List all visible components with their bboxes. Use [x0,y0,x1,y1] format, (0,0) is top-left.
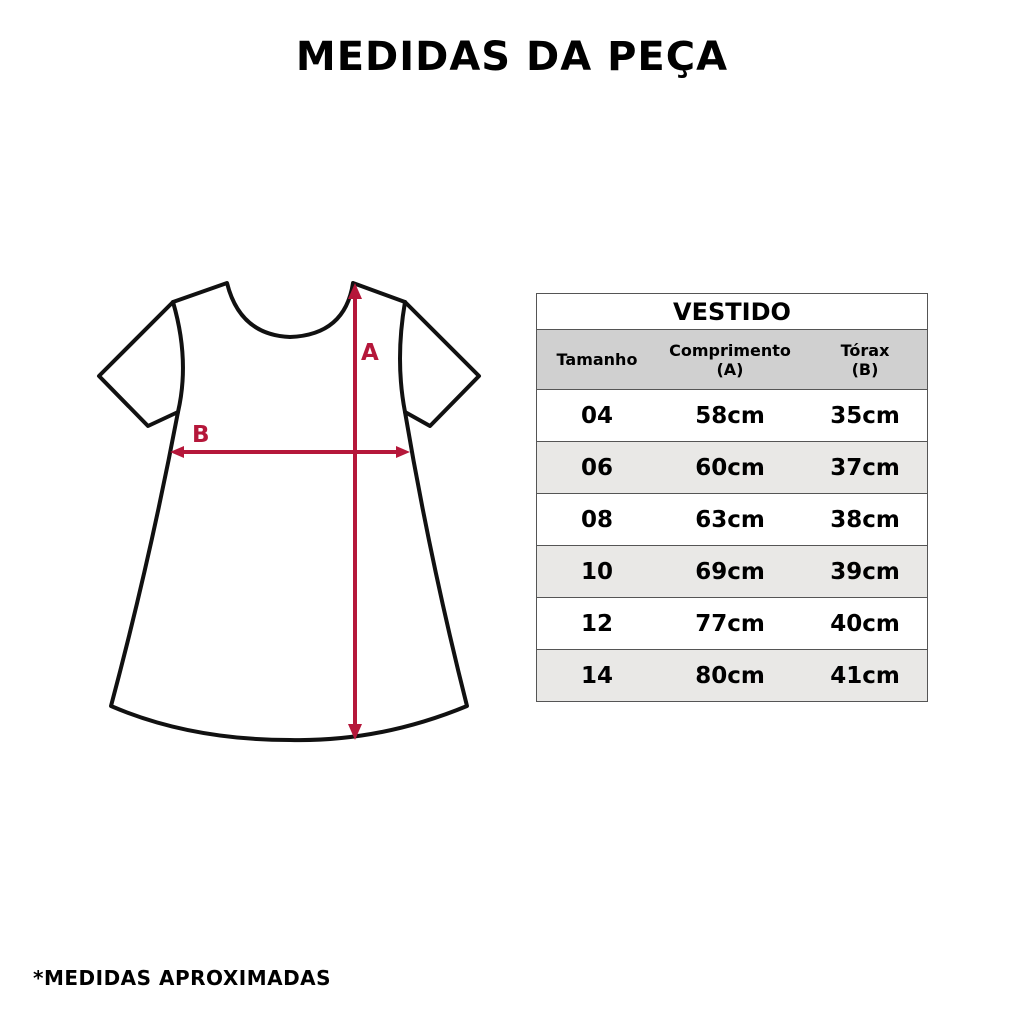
cell-size: 08 [536,493,657,546]
header-label: Tórax [840,340,890,360]
header-sub: (B) [851,359,879,379]
cell-size: 10 [536,545,657,598]
table-row: 10 69cm 39cm [536,545,928,598]
cell-length: 80cm [657,649,803,702]
cell-length: 63cm [657,493,803,546]
cell-size: 12 [536,597,657,650]
arrow-head-left [170,446,184,458]
header-label: Comprimento [669,340,791,360]
arrow-head-right [396,446,410,458]
table-row: 12 77cm 40cm [536,597,928,650]
cell-length: 60cm [657,441,803,494]
label-a: A [361,340,379,366]
cell-chest: 38cm [803,493,928,546]
header-length: Comprimento (A) [657,329,803,390]
table-row: 14 80cm 41cm [536,649,928,702]
cell-chest: 35cm [803,389,928,442]
arrow-head-down [348,724,362,740]
cell-length: 69cm [657,545,803,598]
arrow-head-up [348,283,362,299]
table-row: 04 58cm 35cm [536,389,928,442]
cell-length: 58cm [657,389,803,442]
cell-length: 77cm [657,597,803,650]
cell-size: 04 [536,389,657,442]
table-row: 06 60cm 37cm [536,441,928,494]
label-b: B [192,422,210,448]
header-sub: (A) [716,359,744,379]
cell-chest: 40cm [803,597,928,650]
table-title: VESTIDO [536,293,928,330]
footnote: *MEDIDAS APROXIMADAS [33,966,332,990]
cell-chest: 37cm [803,441,928,494]
cell-size: 06 [536,441,657,494]
dress-outline [97,281,481,743]
size-table: VESTIDO Tamanho Comprimento (A) Tórax (B) … [536,293,928,702]
cell-chest: 41cm [803,649,928,702]
page-title: MEDIDAS DA PEÇA [295,34,729,80]
cell-size: 14 [536,649,657,702]
header-label: Tamanho [556,350,638,369]
column-headers: Tamanho Comprimento (A) Tórax (B) [536,329,928,390]
table-row: 08 63cm 38cm [536,493,928,546]
cell-chest: 39cm [803,545,928,598]
header-size: Tamanho [536,329,657,390]
header-chest: Tórax (B) [803,329,928,390]
measurement-arrows [170,283,410,740]
